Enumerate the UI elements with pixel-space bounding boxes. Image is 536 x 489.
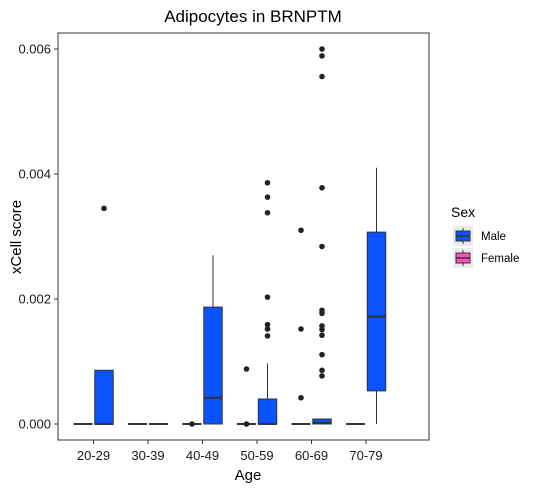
box [94, 369, 114, 425]
outlier-point [243, 366, 250, 372]
outlier-point [319, 243, 325, 250]
outlier-point [264, 194, 271, 200]
outlier-point [319, 46, 325, 52]
box-male-50-59 [257, 179, 278, 425]
box [366, 231, 387, 392]
legend-title: Sex [451, 204, 475, 220]
outlier-point [298, 227, 304, 234]
outlier-point [319, 184, 325, 191]
legend-item-male: Male [453, 226, 506, 246]
outlier-point [319, 326, 325, 333]
outlier-point [264, 333, 271, 339]
y-tick-label: 0.006 [18, 42, 51, 57]
outlier-point [264, 179, 271, 186]
chart-title: Adipocytes in BRNPTM [164, 7, 342, 26]
outlier-point [319, 351, 325, 358]
outlier-point [319, 73, 325, 80]
x-tick-label: 40-49 [186, 448, 219, 463]
box [257, 398, 278, 425]
y-axis: 0.000 0.002 0.004 0.006 [18, 42, 58, 432]
x-tick-label: 20-29 [77, 448, 110, 463]
box-male-70-79 [366, 167, 387, 424]
box-male-40-49 [203, 255, 223, 425]
y-tick-label: 0.004 [18, 167, 51, 182]
box [312, 418, 332, 425]
legend-item-female: Female [453, 248, 519, 268]
box [203, 306, 223, 425]
outlier-point [264, 326, 271, 332]
outlier-point [319, 310, 325, 317]
outlier-point [189, 421, 195, 427]
box-female-40-49 [182, 421, 202, 427]
box-female-50-59 [236, 366, 257, 427]
legend: Sex Male Female [451, 204, 519, 268]
outlier-point [101, 205, 107, 212]
outlier-point [298, 394, 304, 401]
outlier-point [264, 321, 271, 328]
x-axis-title: Age [235, 467, 262, 484]
outlier-point [264, 294, 271, 300]
box-male-20-29 [94, 205, 114, 425]
box-male-60-69 [312, 46, 332, 425]
outlier-point [319, 373, 325, 379]
outlier-point [298, 326, 304, 332]
outlier-point [319, 367, 325, 374]
outlier-point [264, 209, 271, 216]
outlier-point [319, 332, 325, 339]
y-tick-label: 0.002 [18, 292, 51, 307]
outlier-point [319, 53, 325, 59]
box-series [73, 46, 387, 427]
legend-label: Female [481, 253, 519, 265]
x-tick-label: 30-39 [131, 448, 164, 463]
x-tick-label: 50-59 [240, 448, 273, 463]
x-tick-label: 60-69 [295, 448, 328, 463]
y-axis-title: xCell score [8, 200, 25, 274]
x-tick-label: 70-79 [349, 448, 382, 463]
x-axis: 20-29 30-39 40-49 50-59 60-69 70-79 [77, 440, 383, 463]
outlier-point [243, 421, 250, 427]
legend-label: Male [481, 231, 506, 243]
box-female-60-69 [291, 227, 311, 425]
y-tick-label: 0.000 [18, 417, 51, 432]
